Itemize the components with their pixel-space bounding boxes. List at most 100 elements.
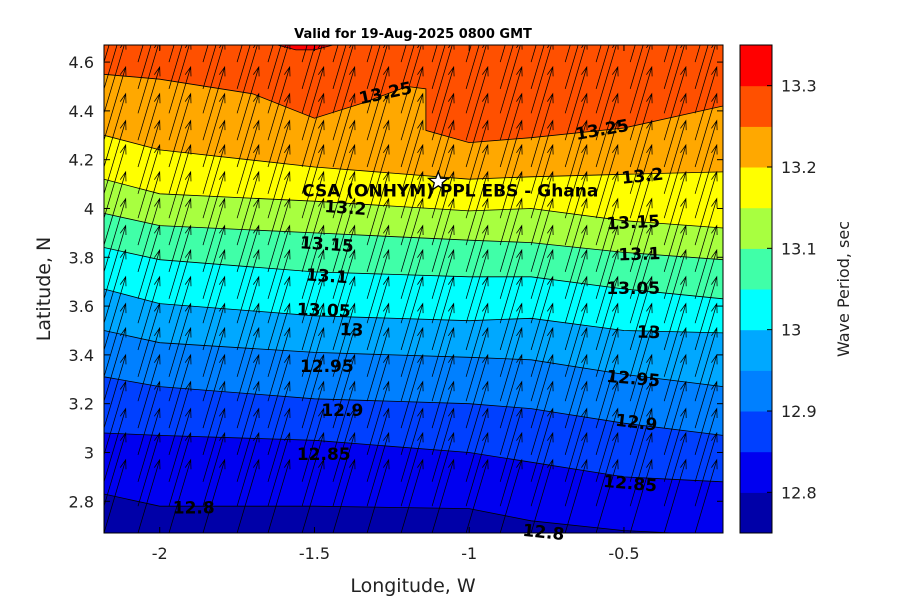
wave-vector (168, 407, 192, 482)
wave-vector (137, 458, 161, 533)
wave-vector (465, 302, 489, 377)
wave-vector (499, 143, 523, 219)
contour-label: 13 (637, 323, 661, 344)
wave-vector (236, 353, 260, 429)
wave-vector (431, 302, 455, 377)
wave-vector (465, 407, 489, 482)
wave-vector (301, 431, 325, 507)
wave-vector (400, 65, 424, 141)
wave-vector (499, 170, 523, 246)
colorbar-segment (740, 370, 772, 412)
wave-vector (366, 275, 390, 351)
x-tick-label: -2 (152, 544, 168, 563)
wave-vector (267, 458, 291, 533)
wave-vector (366, 170, 390, 246)
wave-vector (104, 353, 127, 429)
wave-vector (168, 431, 192, 507)
colorbar-label: Wave Period, sec (834, 221, 853, 357)
wave-vector (168, 45, 183, 90)
wave-vector (104, 45, 118, 90)
wave-vector (400, 302, 424, 377)
y-tick-label: 4.6 (69, 53, 94, 72)
contour-label: 12.95 (606, 367, 661, 392)
wave-vector (400, 326, 424, 402)
chart-title: Valid for 19-Aug-2025 0800 GMT (294, 27, 532, 42)
wave-vector (168, 380, 192, 456)
wave-vector (267, 45, 282, 90)
wave-vector (400, 119, 424, 194)
colorbar-tick-label: 13.3 (781, 77, 817, 96)
wave-vector (629, 119, 653, 194)
y-axis-label: Latitude, N (33, 237, 55, 342)
wave-vector (530, 170, 554, 246)
wave-vector (530, 326, 554, 402)
wave-vector (236, 170, 260, 246)
wave-vector (595, 458, 619, 533)
wave-vector (431, 65, 455, 141)
wave-vector (595, 92, 619, 168)
contour-label: 13.05 (297, 300, 351, 322)
x-tick-label: -1 (461, 544, 477, 563)
wave-vector (465, 65, 489, 141)
wave-vector (499, 92, 523, 168)
wave-vector (400, 248, 424, 324)
wave-vector (400, 431, 424, 507)
wave-vector (400, 407, 424, 482)
wave-vector (499, 458, 523, 533)
wave-vector (694, 143, 718, 219)
contour-label: 13.05 (606, 279, 660, 299)
colorbar-segment (740, 167, 772, 209)
wave-vector (465, 275, 489, 351)
y-tick-label: 3.2 (69, 395, 94, 414)
wave-vector (168, 197, 192, 273)
wave-vector (530, 197, 554, 273)
wave-vector (595, 353, 619, 429)
contour-label: 12.85 (297, 445, 351, 465)
wave-vector (530, 248, 554, 324)
wave-vector (465, 45, 480, 90)
wave-vector (663, 302, 687, 377)
wave-vector (499, 407, 523, 482)
wave-vector (267, 326, 291, 402)
wave-vector (694, 407, 718, 482)
wave-vector (499, 353, 523, 429)
wave-vector (104, 170, 127, 246)
colorbar-segment (740, 492, 772, 534)
wave-vector (465, 45, 472, 63)
wave-vector (431, 275, 455, 351)
contour-label: 13.15 (299, 233, 354, 257)
wave-vector (267, 380, 291, 456)
wave-vector (564, 326, 588, 402)
wave-vector (236, 275, 260, 351)
wave-vector (301, 65, 325, 141)
wave-vector (137, 170, 161, 246)
wave-vector (366, 45, 381, 90)
wave-vector (267, 275, 291, 351)
wave-vector (564, 431, 588, 507)
wave-vector (236, 119, 260, 194)
wave-vector (465, 248, 489, 324)
wave-vector (499, 224, 523, 299)
wave-vector (366, 224, 390, 299)
contour-label: 13.1 (305, 265, 348, 288)
wave-vector (104, 326, 127, 402)
wave-vector (564, 302, 588, 377)
wave-vector (168, 353, 192, 429)
wave-vector (267, 407, 291, 482)
isoline-12.95 (104, 330, 723, 387)
wave-vector (366, 380, 390, 456)
wave-vector (332, 65, 356, 141)
colorbar-tick-label: 12.9 (781, 402, 817, 421)
wave-vector (465, 143, 489, 219)
wave-vector (499, 65, 523, 141)
wave-vector (499, 248, 523, 324)
wave-vector (663, 119, 687, 194)
wave-vector (301, 92, 325, 168)
wave-vector (236, 143, 260, 219)
wave-vector (332, 197, 356, 273)
wave-vector (595, 45, 602, 63)
wave-vector (564, 458, 588, 533)
wave-vector (366, 197, 390, 273)
wave-vector (465, 431, 489, 507)
